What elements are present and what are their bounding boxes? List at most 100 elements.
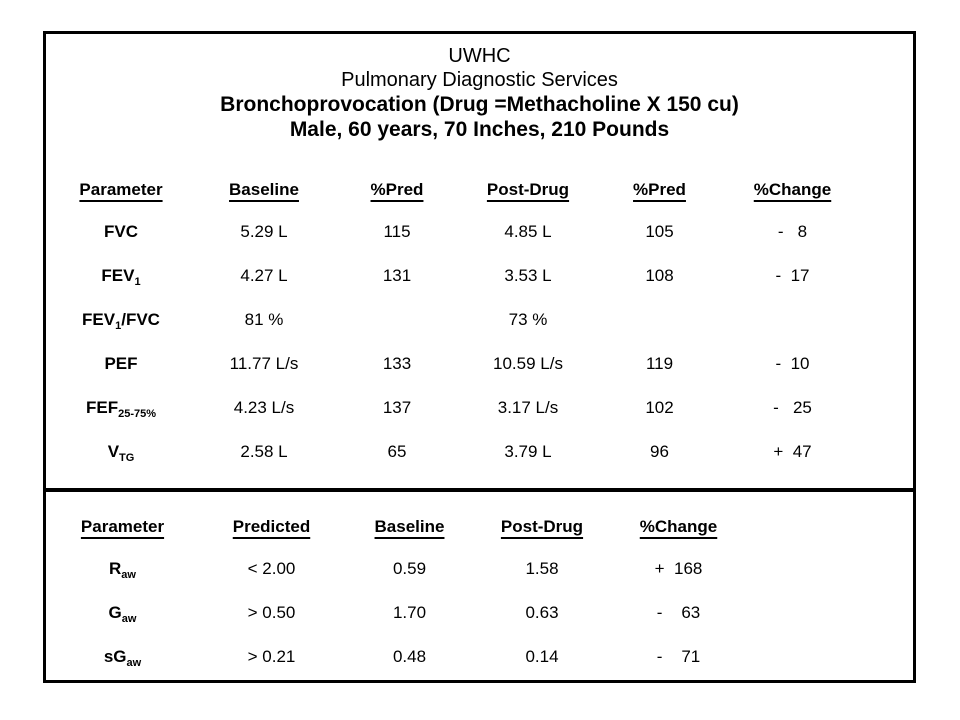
section-divider — [46, 488, 913, 492]
column-header: Baseline — [344, 507, 475, 547]
table-row: sGaw > 0.21 0.48 0.14 - 71 — [46, 635, 913, 679]
table-row: PEF 11.77 L/s 133 10.59 L/s 119 - 10 — [46, 342, 913, 386]
parameter-subscript: 1 — [134, 276, 141, 288]
value-cell: + 168 — [654, 559, 703, 578]
column-header: %Change — [725, 170, 860, 210]
parameter-text: FEV — [101, 266, 135, 285]
column-header: %Pred — [594, 170, 725, 210]
column-header-label: Parameter — [80, 517, 165, 536]
value-cell: 65 — [387, 442, 407, 461]
column-header: %Change — [609, 507, 748, 547]
airway-table-head: Parameter Predicted Baseline Post-Drug %Chan… — [46, 507, 913, 547]
value-cell: - 17 — [775, 266, 810, 285]
parameter-text: V — [107, 442, 120, 461]
report-panel: UWHC Pulmonary Diagnostic Services Bronc… — [43, 31, 916, 683]
column-header-label: Predicted — [232, 517, 311, 536]
value-cell: > 0.50 — [247, 603, 296, 622]
parameter-text: G — [108, 603, 122, 622]
table-row: FEV1/FVC 81 % 73 % — [46, 298, 913, 342]
value-cell: - 63 — [656, 603, 701, 622]
table-row: Raw < 2.00 0.59 1.58 + 168 — [46, 547, 913, 591]
parameter-text: sG — [103, 647, 127, 666]
parameter-label: VTG — [46, 430, 196, 474]
filler-cell — [860, 170, 913, 210]
parameter-text: FEF — [85, 398, 119, 417]
report-header: UWHC Pulmonary Diagnostic Services Bronc… — [46, 34, 913, 142]
column-header: Post-Drug — [462, 170, 594, 210]
value-cell: 10.59 L/s — [493, 354, 563, 373]
filler-cell — [748, 507, 913, 547]
value-cell: + 47 — [773, 442, 812, 461]
column-header: Parameter — [46, 170, 196, 210]
filler-cell — [860, 342, 913, 386]
column-header: %Pred — [332, 170, 462, 210]
value-cell: > 0.21 — [247, 647, 296, 666]
column-header-label: %Change — [639, 517, 718, 536]
table-row: FVC 5.29 L 115 4.85 L 105 - 8 — [46, 210, 913, 254]
parameter-subscript: aw — [121, 613, 137, 625]
value-cell: 4.85 L — [504, 222, 552, 241]
header-row: Parameter Predicted Baseline Post-Drug %Chan… — [46, 507, 913, 547]
parameter-subscript: aw — [121, 569, 136, 581]
value-cell: 3.17 L/s — [497, 398, 559, 417]
parameter-label: Gaw — [46, 591, 199, 635]
value-cell: 119 — [645, 354, 674, 373]
value-cell: - 71 — [656, 647, 701, 666]
test-title: Bronchoprovocation (Drug =Methacholine X… — [220, 93, 739, 116]
filler-cell — [860, 210, 913, 254]
parameter-subscript: aw — [126, 657, 142, 669]
value-cell: 137 — [382, 398, 412, 417]
value-cell: 108 — [645, 266, 674, 285]
column-header-label: Post-Drug — [500, 517, 584, 536]
patient-info: Male, 60 years, 70 Inches, 210 Pounds — [289, 118, 670, 141]
value-cell: 3.79 L — [504, 442, 552, 461]
value-cell: 1.58 — [525, 559, 559, 578]
parameter-label: sGaw — [46, 635, 199, 679]
value-cell: 105 — [645, 222, 674, 241]
filler-cell — [860, 386, 913, 430]
department-name: Pulmonary Diagnostic Services — [341, 69, 618, 91]
column-header-label: %Change — [753, 180, 832, 199]
filler-cell — [860, 430, 913, 474]
value-cell: - 8 — [777, 222, 808, 241]
column-header: Parameter — [46, 507, 199, 547]
filler-cell — [860, 254, 913, 298]
parameter-text: FVC — [104, 222, 138, 241]
value-cell: 0.63 — [525, 603, 559, 622]
parameter-label: FEV1/FVC — [46, 298, 196, 342]
value-cell: 102 — [645, 398, 674, 417]
column-header-label: %Pred — [633, 180, 686, 199]
filler-cell — [748, 547, 913, 591]
spirometry-table: Parameter Baseline %Pred Post-Drug %Pred %Cha… — [46, 170, 913, 474]
parameter-text: R — [109, 559, 122, 578]
parameter-label: FVC — [46, 210, 196, 254]
parameter-subscript: 25-75% — [118, 408, 157, 420]
value-cell: < 2.00 — [247, 559, 296, 578]
airway-table-body: Raw < 2.00 0.59 1.58 + 168 Gaw > 0.50 1.70 0.63 -… — [46, 547, 913, 679]
value-cell: 131 — [382, 266, 412, 285]
value-cell: - 10 — [775, 354, 810, 373]
value-cell: 73 % — [508, 310, 548, 329]
spirometry-table-head: Parameter Baseline %Pred Post-Drug %Pred %Cha… — [46, 170, 913, 210]
value-cell: 0.14 — [525, 647, 559, 666]
value-cell: 4.27 L — [240, 266, 288, 285]
table-row: VTG 2.58 L 65 3.79 L 96 + 47 — [46, 430, 913, 474]
value-cell: 11.77 L/s — [229, 354, 299, 373]
value-cell: 4.23 L/s — [233, 398, 295, 417]
value-cell — [725, 298, 860, 342]
value-cell — [332, 298, 462, 342]
parameter-subscript: TG — [119, 452, 135, 464]
filler-cell — [860, 298, 913, 342]
value-cell — [594, 298, 725, 342]
table-row: FEV1 4.27 L 131 3.53 L 108 - 17 — [46, 254, 913, 298]
parameter-label: FEV1 — [46, 254, 196, 298]
table-row: FEF25-75% 4.23 L/s 137 3.17 L/s 102 - 25 — [46, 386, 913, 430]
parameter-text: FEV — [82, 310, 116, 329]
filler-cell — [748, 591, 913, 635]
parameter-label: Raw — [46, 547, 199, 591]
airway-resistance-table: Parameter Predicted Baseline Post-Drug %Chan… — [46, 507, 913, 679]
value-cell: 115 — [383, 222, 411, 241]
value-cell: 0.59 — [392, 559, 427, 578]
column-header-label: Baseline — [374, 517, 445, 536]
spirometry-table-body: FVC 5.29 L 115 4.85 L 105- 8 FEV1 4.27 L 131 3.5… — [46, 210, 913, 474]
